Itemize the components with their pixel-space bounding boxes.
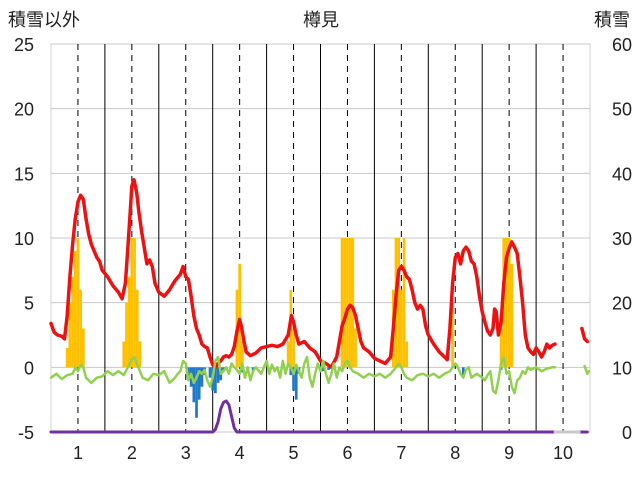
y-left-tick-label: 5: [24, 294, 34, 314]
orange_bars-bar: [122, 341, 126, 368]
line-series: [49, 178, 591, 434]
y-right-tick-label: 0: [622, 423, 632, 443]
blue_bars-bar: [195, 367, 198, 418]
orange_bars-bar: [76, 238, 80, 368]
blue_bars-bar: [294, 367, 298, 400]
y-right-tick-label: 20: [612, 294, 632, 314]
blue_bars-bar: [200, 367, 204, 387]
orange_bars-bar: [292, 328, 295, 368]
orange_bars-bar: [400, 289, 403, 368]
blue_bars-bar: [197, 367, 201, 400]
orange_bars-bar: [71, 276, 74, 368]
blue_bars-bar: [289, 367, 293, 376]
blue_bars-bar: [214, 367, 217, 394]
orange_bars-bar: [65, 347, 69, 368]
right-axis-label: 積雪: [594, 10, 630, 31]
y-left-tick-label: -5: [18, 423, 34, 443]
purple_line: [49, 399, 557, 434]
orange_bars-bar: [343, 238, 347, 368]
orange_bars-bar: [340, 238, 344, 368]
y-right-tick-label: 10: [612, 358, 632, 378]
y-right-tick-label: 40: [612, 164, 632, 184]
blue_bars-bar: [208, 367, 212, 378]
y-left-tick-label: 0: [24, 358, 34, 378]
blue_bars-bar: [292, 367, 295, 391]
red_line: [49, 178, 557, 370]
orange_bars-bar: [397, 238, 401, 368]
blue_bars-bar: [216, 367, 220, 383]
orange_bars-bar: [133, 238, 136, 368]
green_line: [583, 364, 591, 376]
orange_bars-bar: [405, 341, 409, 368]
orange_bars-bar: [354, 328, 357, 368]
orange_bars-bar: [73, 250, 77, 368]
left-axis-label: 積雪以外: [8, 10, 80, 31]
x-tick-label: 6: [342, 443, 352, 463]
orange_bars-bar: [68, 302, 72, 368]
orange_bars-bar: [351, 238, 355, 368]
green_line: [49, 355, 557, 395]
orange_bars-bar: [130, 238, 134, 368]
y-right-tick-label: 50: [612, 100, 632, 120]
x-tick-label: 2: [127, 443, 137, 463]
orange_bars-bar: [286, 341, 290, 368]
x-tick-label: 5: [289, 443, 299, 463]
orange_bars-bar: [125, 302, 128, 368]
blue_bars-bar: [192, 367, 196, 403]
y-left-tick-label: 15: [14, 164, 34, 184]
x-tick-label: 10: [553, 443, 573, 463]
y-left-tick-label: 25: [14, 35, 34, 55]
orange_bars-bar: [135, 289, 139, 368]
x-tick-label: 9: [504, 443, 514, 463]
orange_bars-bar: [240, 341, 244, 368]
x-tick-label: 3: [181, 443, 191, 463]
orange_bars-bar: [510, 263, 514, 368]
orange_bars-bar: [451, 302, 454, 368]
orange_bars-bar: [127, 276, 131, 368]
y-right-tick-label: 30: [612, 229, 632, 249]
orange_bars-bar: [402, 238, 406, 368]
blue_bars-bar: [327, 367, 330, 370]
blue_bars-bar: [321, 367, 325, 372]
orange_bars-bar: [138, 341, 142, 368]
y-left-tick-label: 20: [14, 100, 34, 120]
orange_bars-bar: [507, 238, 511, 368]
chart-title: 樽見: [303, 10, 339, 31]
orange_bars-bar: [499, 328, 503, 368]
orange_bars-bar: [505, 238, 508, 368]
orange_bars-bar: [238, 263, 241, 368]
orange_bars-bar: [79, 289, 82, 368]
bar-series: [65, 238, 514, 418]
orange_bars-bar: [346, 238, 349, 368]
x-tick-label: 8: [450, 443, 460, 463]
tick-labels: -5 0 5 10 15 20 25 0 10 20 30 40 50 60 1 2 3 4 5 6 7 8 9 10: [14, 35, 632, 463]
x-tick-label: 7: [396, 443, 406, 463]
orange_bars-bar: [348, 238, 352, 368]
blue_bars-bar: [461, 367, 465, 376]
red_line: [580, 326, 590, 344]
orange_bars-bar: [81, 328, 85, 368]
x-tick-label: 1: [73, 443, 83, 463]
x-tick-label: 4: [235, 443, 245, 463]
y-right-tick-label: 60: [612, 35, 632, 55]
y-left-tick-label: 10: [14, 229, 34, 249]
